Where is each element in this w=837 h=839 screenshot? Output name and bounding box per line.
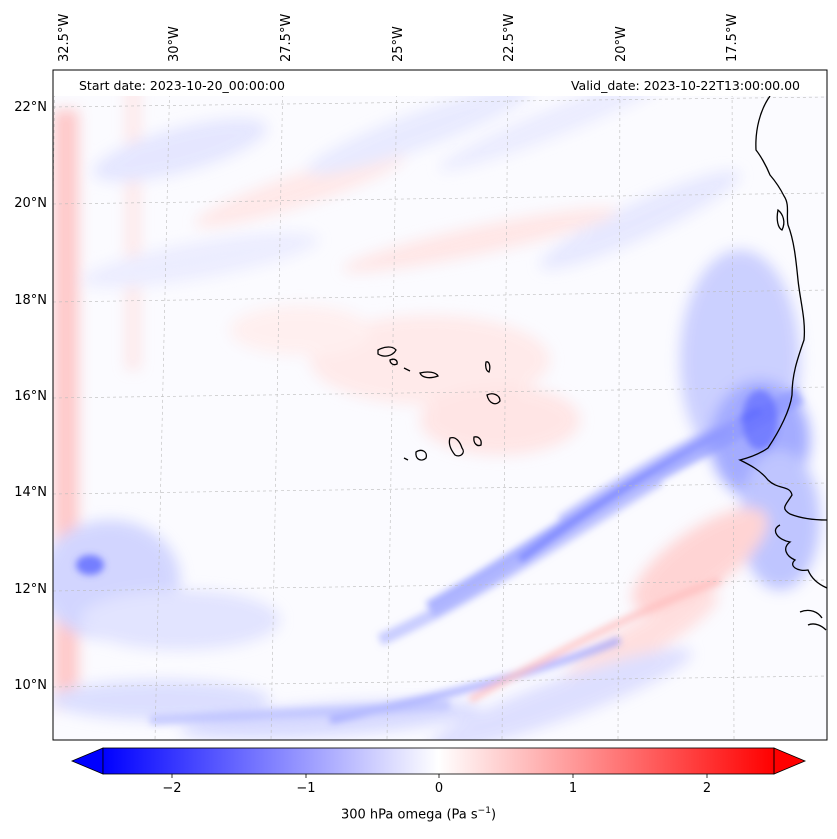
valid-date-label: Valid_date: 2023-10-22T13:00:00.00	[571, 78, 800, 93]
lat-tick-label: 18°N	[14, 293, 47, 308]
colorbar-label: 300 hPa omega (Pa s−1)	[0, 806, 837, 822]
lon-tick-label: 22.5°W	[502, 14, 517, 62]
lat-tick-label: 22°N	[14, 100, 47, 115]
map-frame	[52, 69, 828, 741]
colorbar-max-arrow	[773, 747, 807, 775]
colorbar-label-main: 300 hPa omega (Pa s	[340, 807, 478, 823]
map-panel	[53, 70, 827, 740]
lat-tick-label: 12°N	[14, 582, 47, 597]
lat-tick-label: 16°N	[14, 389, 47, 404]
african-coastline	[738, 95, 827, 521]
colorbar-label-exponent: −1	[477, 806, 491, 816]
colorbar-tick-label: 2	[703, 781, 711, 796]
west-africa-inlets	[774, 524, 827, 589]
lat-tick-label: 20°N	[14, 196, 47, 211]
colorbar-min-arrow	[70, 747, 104, 775]
lon-tick-label: 32.5°W	[57, 14, 72, 62]
lon-tick-label: 25°W	[391, 26, 406, 62]
latitude-ticks: 22°N 20°N 18°N 16°N 14°N 12°N 10°N	[14, 100, 47, 693]
colorbar-tick-label: 1	[569, 781, 577, 796]
lon-tick-label: 30°W	[167, 26, 182, 62]
graticule	[53, 70, 827, 740]
colorbar-label-close: )	[490, 807, 497, 823]
start-date-label: Start date: 2023-10-20_00:00:00	[79, 78, 285, 93]
colorbar: −2 −1 0 1 2	[70, 747, 807, 796]
date-banner	[53, 70, 827, 96]
longitude-ticks: 32.5°W 30°W 27.5°W 25°W 22.5°W 20°W 17.5…	[57, 14, 740, 62]
lat-tick-label: 10°N	[14, 678, 47, 693]
cape-verde-islands	[377, 346, 501, 461]
colorbar-tick-label: 0	[435, 781, 443, 796]
colorbar-tick-label: −1	[296, 781, 315, 796]
colorbar-gradient	[103, 748, 774, 774]
colorbar-tick-label: −2	[162, 781, 181, 796]
lon-tick-label: 27.5°W	[279, 14, 294, 62]
coastlines	[377, 95, 827, 631]
lon-tick-label: 17.5°W	[725, 14, 740, 62]
lon-tick-label: 20°W	[614, 26, 629, 62]
lat-tick-label: 14°N	[14, 485, 47, 500]
